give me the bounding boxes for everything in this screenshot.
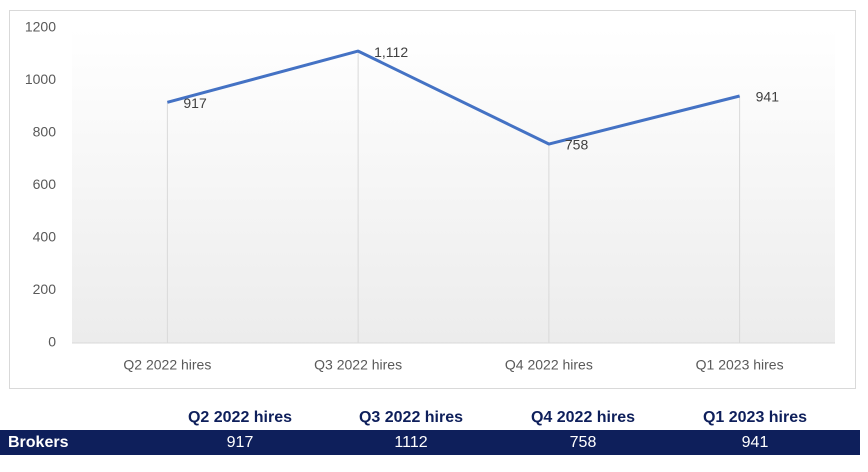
data-label: 758: [565, 137, 589, 153]
table-header: Q2 2022 hires: [188, 409, 292, 426]
line-series: [166, 49, 740, 146]
table-cell: 758: [570, 434, 597, 451]
x-tick-label: Q3 2022 hires: [314, 357, 402, 373]
data-label: 941: [756, 89, 780, 105]
table-cell: 941: [742, 434, 769, 451]
y-tick-label: 400: [33, 229, 57, 245]
y-tick-label: 1200: [25, 19, 56, 35]
data-label: 1,112: [374, 44, 408, 60]
data-label: 917: [183, 95, 207, 111]
y-tick-label: 1000: [25, 71, 56, 87]
x-tick-label: Q1 2023 hires: [696, 357, 784, 373]
y-tick-label: 0: [48, 334, 56, 350]
table-header: Q3 2022 hires: [359, 409, 463, 426]
x-tick-label: Q2 2022 hires: [123, 357, 211, 373]
row-label: Brokers: [8, 434, 69, 451]
table-header: Q4 2022 hires: [531, 409, 635, 426]
table-row-background: [0, 430, 860, 455]
y-tick-label: 600: [33, 176, 57, 192]
x-tick-label: Q4 2022 hires: [505, 357, 593, 373]
y-tick-label: 800: [33, 124, 57, 140]
plot-area: [72, 28, 835, 343]
table-header: Q1 2023 hires: [703, 409, 807, 426]
table-cell: 1112: [394, 434, 427, 451]
table-cell: 917: [227, 434, 254, 451]
y-tick-label: 200: [33, 281, 57, 297]
